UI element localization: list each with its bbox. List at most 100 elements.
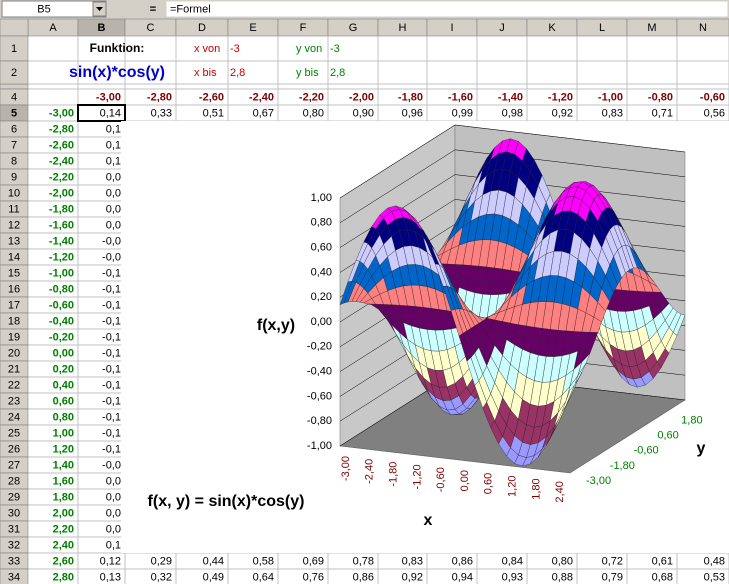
column-header-label: I bbox=[450, 22, 453, 34]
cell-text: 0,78 bbox=[353, 555, 374, 567]
z-tick-label: -0,40 bbox=[307, 366, 332, 378]
cell-text: -0,20 bbox=[49, 331, 74, 343]
cell-text: -0,80 bbox=[49, 283, 74, 295]
cell-text: 0,0 bbox=[106, 475, 121, 487]
row-header-label: 1 bbox=[11, 43, 17, 55]
cell-text: 0,56 bbox=[704, 107, 725, 119]
row-header-label: 21 bbox=[8, 363, 20, 375]
column-header-label: F bbox=[300, 22, 307, 34]
row-header-label: 2 bbox=[11, 67, 17, 79]
cell-text: 0,44 bbox=[203, 555, 224, 567]
cell-text: 0,67 bbox=[253, 107, 274, 119]
x-axis-title: x bbox=[424, 512, 433, 529]
cell-text: -2,80 bbox=[49, 123, 74, 135]
cell-text: 2,00 bbox=[53, 507, 74, 519]
cell-text: -1,20 bbox=[548, 91, 573, 103]
chart-annotation: f(x, y) = sin(x)*cos(y) bbox=[148, 493, 305, 510]
row-header-label: 29 bbox=[8, 491, 20, 503]
column-header-label: K bbox=[548, 22, 556, 34]
cell-text: 0,98 bbox=[502, 107, 523, 119]
column-header-label: B bbox=[98, 22, 106, 34]
wall-grid-line bbox=[339, 149, 686, 224]
row-header-label: 25 bbox=[8, 427, 20, 439]
cell-text: -1,60 bbox=[49, 219, 74, 231]
cell-text: -2,00 bbox=[349, 91, 374, 103]
row-header[interactable] bbox=[0, 60, 29, 85]
cell-text: 0,90 bbox=[353, 107, 374, 119]
z-tick-label: 0,20 bbox=[311, 291, 332, 303]
cell-text: 0,71 bbox=[652, 107, 673, 119]
cell-text: 0,1 bbox=[106, 155, 121, 167]
row-header-label: 5 bbox=[11, 107, 17, 119]
row-header-label: 18 bbox=[8, 315, 20, 327]
y-axis-title: y bbox=[697, 440, 706, 457]
cell-text: -3,00 bbox=[49, 107, 74, 119]
cell-text: 1,40 bbox=[53, 459, 74, 471]
column-header-label: H bbox=[399, 22, 407, 34]
cell-text: -0,1 bbox=[102, 411, 121, 423]
cell-text: 0,53 bbox=[704, 571, 725, 583]
cell-text: 1,20 bbox=[53, 443, 74, 455]
row-header-label: 13 bbox=[8, 235, 20, 247]
cell-text: 0,94 bbox=[452, 571, 473, 583]
cell-text: -0,0 bbox=[102, 459, 121, 471]
cell-text: 0,84 bbox=[502, 555, 523, 567]
column-header[interactable] bbox=[676, 18, 729, 37]
cell-text: -2,40 bbox=[49, 155, 74, 167]
cell-text: -0,1 bbox=[102, 427, 121, 439]
dropdown-arrow bbox=[96, 7, 103, 11]
x-tick-label: -2,40 bbox=[364, 459, 376, 484]
column-header-label: D bbox=[198, 22, 206, 34]
cell-text: 0,68 bbox=[652, 571, 673, 583]
cell-text: 0,69 bbox=[303, 555, 324, 567]
x-tick-label: 1,20 bbox=[506, 476, 518, 497]
cell-text: -0,1 bbox=[102, 331, 121, 343]
row-header[interactable] bbox=[0, 83, 29, 90]
row-header-label: 22 bbox=[8, 379, 20, 391]
column-header-label: L bbox=[599, 22, 605, 34]
y-tick-label: -0,60 bbox=[634, 445, 659, 457]
cell-text: 0,0 bbox=[106, 491, 121, 503]
z-tick-label: -0,80 bbox=[307, 415, 332, 427]
cell-text: -0,1 bbox=[102, 267, 121, 279]
row-header[interactable] bbox=[0, 568, 29, 584]
selected-cell[interactable] bbox=[77, 104, 126, 122]
cell-text: 0,93 bbox=[502, 571, 523, 583]
row-header-label: 9 bbox=[11, 171, 17, 183]
row-header-label: 28 bbox=[8, 475, 20, 487]
z-axis-title: f(x,y) bbox=[257, 317, 295, 334]
formula-box[interactable] bbox=[165, 0, 729, 18]
x-tick-label: -1,20 bbox=[411, 464, 423, 489]
cell-text: -0,1 bbox=[102, 379, 121, 391]
z-tick-label: -0,20 bbox=[307, 341, 332, 353]
z-tick-label: 0,00 bbox=[311, 316, 332, 328]
row-header-label: 31 bbox=[8, 523, 20, 535]
cell-text: 0,0 bbox=[106, 171, 121, 183]
row-header-label: 7 bbox=[11, 139, 17, 151]
cell-text: 0,40 bbox=[53, 379, 74, 391]
cell-text: -0,1 bbox=[102, 299, 121, 311]
row-header[interactable] bbox=[0, 35, 29, 62]
row-header-label: 17 bbox=[8, 299, 20, 311]
cell-text: 0,61 bbox=[652, 555, 673, 567]
cell-text: 0,1 bbox=[106, 139, 121, 151]
row-header-label: 14 bbox=[8, 251, 20, 263]
wall-grid-line bbox=[339, 124, 686, 199]
z-tick-label: 0,80 bbox=[311, 217, 332, 229]
cell-text: 0,80 bbox=[552, 555, 573, 567]
cell-text: 0,1 bbox=[106, 539, 121, 551]
cell-text: 0,13 bbox=[100, 571, 121, 583]
cell-text: 0,86 bbox=[452, 555, 473, 567]
name-box[interactable] bbox=[1, 0, 107, 18]
cell-text: 0,33 bbox=[151, 107, 172, 119]
column-header-label: J bbox=[499, 22, 505, 34]
cell-text: 0,29 bbox=[151, 555, 172, 567]
column-header-label: A bbox=[49, 22, 57, 34]
cell-text: 2,60 bbox=[53, 555, 74, 567]
row-header-label: 8 bbox=[11, 155, 17, 167]
cell-text: 0,92 bbox=[552, 107, 573, 119]
z-tick-label: -1,00 bbox=[307, 440, 332, 452]
cell-text: 0,80 bbox=[53, 411, 74, 423]
cell-text: -1,80 bbox=[49, 203, 74, 215]
